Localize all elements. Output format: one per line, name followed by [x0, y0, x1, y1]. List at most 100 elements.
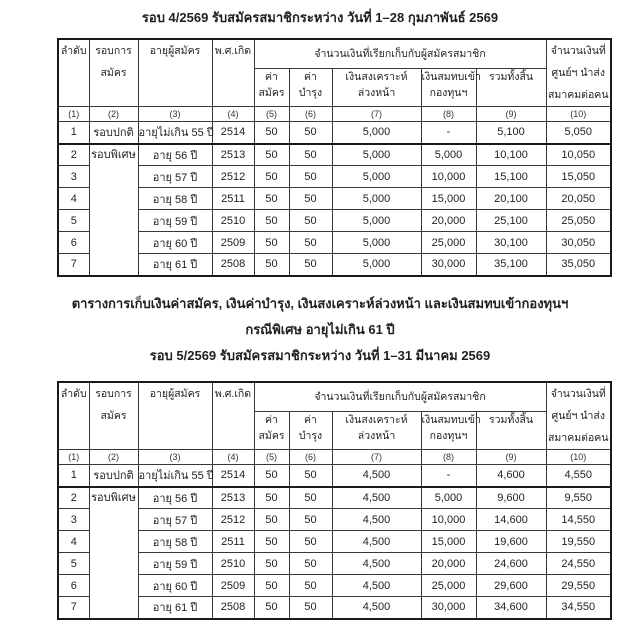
header-birth-year: พ.ศ.เกิด [211, 38, 255, 107]
header-advance-welfare-line1: เงินสงเคราะห์ [345, 70, 408, 83]
center-remit-cell: 34,550 [545, 596, 612, 619]
center-remit-cell: 29,550 [545, 574, 612, 597]
column-number: (6) [288, 106, 333, 122]
total-cell: 34,600 [475, 596, 547, 619]
row-number-cell: 3 [57, 165, 90, 188]
header-application-fee: ค่า สมัคร [253, 67, 290, 108]
header-center-remit-line1: จำนวนเงินที่ [550, 45, 606, 57]
table-row: 6 อายุ 60 ปี 2509 50 50 4,500 25,000 29,… [57, 574, 612, 597]
birth-year-cell: 2511 [211, 530, 255, 553]
column-number: (1) [57, 449, 90, 465]
header-center-remit-line3: สมาคมต่อคน [548, 89, 609, 101]
row-number-cell: 1 [57, 464, 90, 488]
center-remit-cell: 4,550 [545, 464, 612, 488]
header-center-remit: จำนวนเงินที่ ศูนย์ฯ นำส่ง สมาคมต่อคน [545, 381, 612, 450]
table2-title: รอบ 5/2569 รับสมัครสมาชิกระหว่าง วันที่ … [149, 348, 491, 363]
maintenance-fee-cell: 50 [288, 187, 333, 210]
age-cell: อายุ 59 ปี [137, 552, 213, 575]
advance-welfare-cell: 4,500 [331, 552, 422, 575]
birth-year-cell: 2508 [211, 596, 255, 619]
table-row: 7 อายุ 61 ปี 2508 50 50 5,000 30,000 35,… [57, 253, 612, 276]
birth-year-cell: 2509 [211, 574, 255, 597]
maintenance-fee-cell: 50 [288, 253, 333, 276]
column-number: (6) [288, 449, 333, 465]
header-maintenance-fee-line1: ค่า [304, 70, 317, 83]
row-number-cell: 7 [57, 596, 90, 619]
header-application-fee-line1: ค่า [265, 413, 278, 426]
header-round-line1: รอบการ [95, 388, 132, 400]
age-cell: อายุ 56 ปี [137, 486, 213, 509]
table-row: 5 อายุ 59 ปี 2510 50 50 5,000 20,000 25,… [57, 209, 612, 232]
row-number-cell: 4 [57, 530, 90, 553]
fee-cell: 50 [253, 253, 290, 276]
center-remit-cell: 5,050 [545, 121, 612, 145]
advance-welfare-cell: 4,500 [331, 596, 422, 619]
row-number-cell: 6 [57, 574, 90, 597]
table-row: 2 รอบพิเศษ อายุ 56 ปี 2513 50 50 5,000 5… [57, 143, 612, 276]
header-maintenance-fee: ค่า บำรุง [288, 67, 333, 108]
advance-welfare-cell: 4,500 [331, 530, 422, 553]
fund-contribution-cell: 20,000 [420, 209, 477, 232]
header-seq: ลำดับ [57, 38, 90, 107]
maintenance-fee-cell: 50 [288, 464, 333, 488]
birth-year-cell: 2511 [211, 187, 255, 210]
between-title-line2: กรณีพิเศษ อายุไม่เกิน 61 ปี [245, 322, 395, 337]
header-maintenance-fee-line2: บำรุง [298, 429, 323, 442]
fee-cell: 50 [253, 596, 290, 619]
fee-cell: 50 [253, 486, 290, 509]
column-number: (8) [420, 106, 477, 122]
maintenance-fee-cell: 50 [288, 486, 333, 509]
header-grand-total: รวมทั้งสิ้น [475, 410, 547, 451]
header-fund-contribution: เงินสมทบเข้า กองทุนฯ [420, 410, 481, 451]
row-number-cell: 7 [57, 253, 90, 276]
fee-cell: 50 [253, 209, 290, 232]
total-cell: 10,100 [475, 143, 547, 166]
header-money-group: จำนวนเงินที่เรียกเก็บกับผู้สมัครสมาชิก [253, 381, 547, 412]
advance-welfare-cell: 4,500 [331, 486, 422, 509]
header-application-fee: ค่า สมัคร [253, 410, 290, 451]
header-center-remit-line2: ศูนย์ฯ นำส่ง [551, 67, 605, 79]
header-center-remit-line2: ศูนย์ฯ นำส่ง [551, 410, 605, 422]
birth-year-cell: 2513 [211, 143, 255, 166]
column-number: (5) [253, 106, 290, 122]
table-row: 5 อายุ 59 ปี 2510 50 50 4,500 20,000 24,… [57, 552, 612, 575]
maintenance-fee-cell: 50 [288, 121, 333, 145]
age-cell: อายุไม่เกิน 55 ปี [137, 121, 214, 145]
advance-welfare-cell: 5,000 [331, 187, 422, 210]
advance-welfare-cell: 4,500 [331, 574, 422, 597]
fee-cell: 50 [253, 508, 290, 531]
fee-cell: 50 [253, 121, 290, 145]
fee-cell: 50 [253, 552, 290, 575]
age-cell: อายุ 61 ปี [137, 596, 213, 619]
center-remit-cell: 35,050 [545, 253, 612, 276]
maintenance-fee-cell: 50 [288, 574, 333, 597]
column-number: (9) [475, 106, 547, 122]
header-advance-welfare-line2: ล่วงหน้า [357, 86, 396, 99]
maintenance-fee-cell: 50 [288, 231, 333, 254]
header-maintenance-fee: ค่า บำรุง [288, 410, 333, 451]
advance-welfare-cell: 5,000 [331, 231, 422, 254]
header-fund-contribution-line2: กองทุนฯ [429, 86, 468, 99]
header-fund-contribution-line1: เงินสมทบเข้า [421, 413, 481, 426]
table-row: 1 รอบปกติ อายุไม่เกิน 55 ปี 2514 50 50 4… [57, 464, 612, 488]
age-cell: อายุไม่เกิน 55 ปี [137, 464, 214, 488]
table-row: 7 อายุ 61 ปี 2508 50 50 4,500 30,000 34,… [57, 596, 612, 619]
column-number: (3) [137, 106, 213, 122]
total-cell: 29,600 [475, 574, 547, 597]
center-remit-cell: 24,550 [545, 552, 612, 575]
fee-cell: 50 [253, 187, 290, 210]
fund-contribution-cell: 15,000 [420, 530, 477, 553]
fund-contribution-cell: 5,000 [420, 143, 477, 166]
row-number-cell: 2 [57, 143, 90, 166]
row-number-cell: 1 [57, 121, 90, 145]
column-number: (8) [420, 449, 477, 465]
birth-year-cell: 2512 [211, 508, 255, 531]
header-fund-contribution-line2: กองทุนฯ [429, 429, 468, 442]
fund-contribution-cell: 30,000 [420, 596, 477, 619]
total-cell: 24,600 [475, 552, 547, 575]
maintenance-fee-cell: 50 [288, 165, 333, 188]
header-age: อายุผู้สมัคร [137, 381, 213, 450]
row-number-cell: 6 [57, 231, 90, 254]
birth-year-cell: 2510 [211, 209, 255, 232]
total-cell: 15,100 [475, 165, 547, 188]
